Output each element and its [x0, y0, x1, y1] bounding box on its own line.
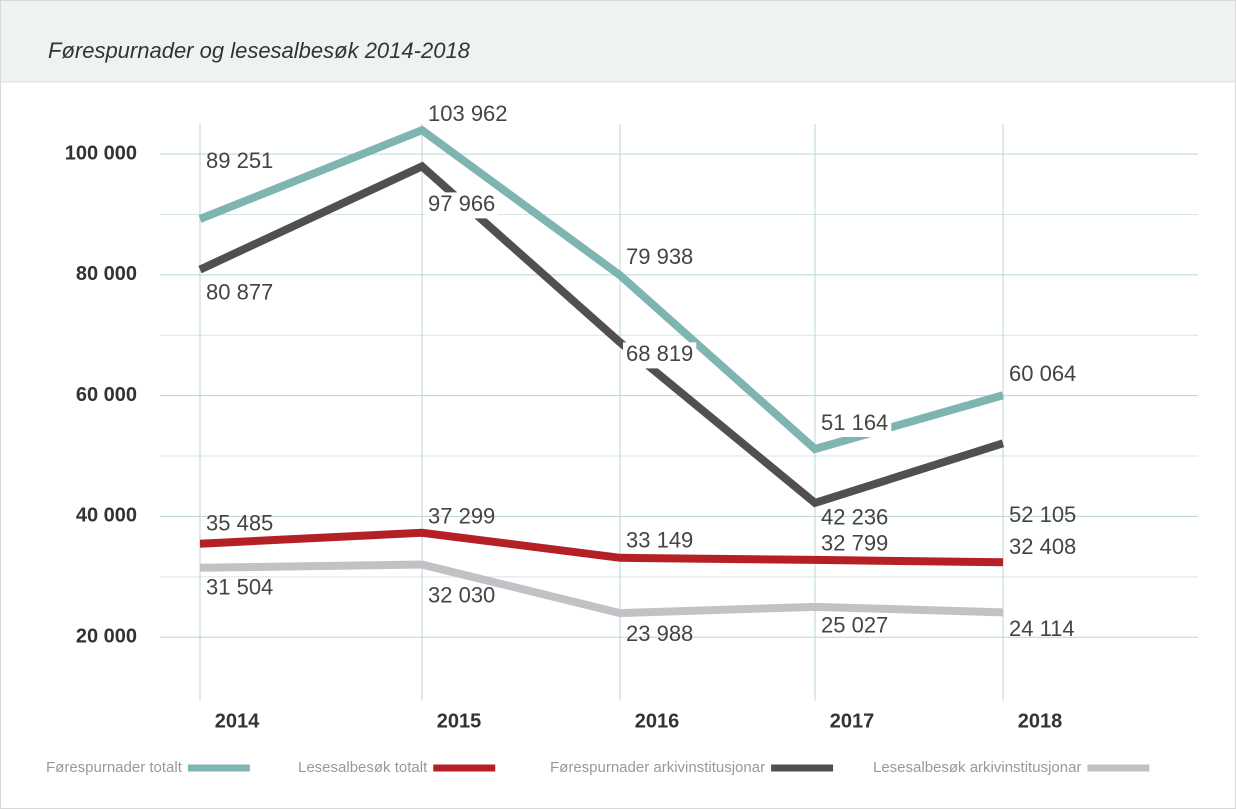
value-label: 68 819: [626, 341, 693, 366]
legend-label: Lesesalbesøk totalt: [298, 759, 428, 776]
y-tick-label: 20 000: [76, 625, 137, 647]
value-label: 25 027: [821, 613, 888, 638]
series-line: [199, 528, 1004, 567]
value-label: 31 504: [206, 575, 273, 600]
title-bar: [1, 1, 1235, 82]
value-label: 32 408: [1009, 534, 1076, 559]
value-label: 23 988: [626, 621, 693, 646]
label-bg: [425, 192, 499, 219]
value-label: 103 962: [428, 101, 508, 126]
y-tick-label: 60 000: [76, 384, 137, 406]
series-line: [199, 560, 1004, 618]
x-tick-label: 2018: [1018, 710, 1063, 732]
value-label: 24 114: [1009, 616, 1075, 641]
value-label: 97 966: [428, 191, 495, 216]
y-tick-label: 80 000: [76, 263, 137, 285]
value-label: 52 105: [1009, 502, 1076, 527]
legend-label: Lesesalbesøk arkivinstitusjonar: [873, 759, 1081, 776]
value-label: 60 064: [1009, 361, 1076, 386]
value-label: 89 251: [206, 148, 273, 173]
value-label: 42 236: [821, 505, 888, 530]
value-label: 32 799: [821, 531, 888, 556]
value-label: 35 485: [206, 511, 273, 536]
series-line: [198, 161, 1005, 508]
value-label: 51 164: [821, 410, 888, 435]
label-bg: [818, 411, 892, 438]
x-tick-label: 2017: [830, 710, 875, 732]
value-label: 33 149: [626, 528, 693, 553]
x-tick-label: 2015: [437, 710, 482, 732]
chart-title: Førespurnader og lesesalbesøk 2014-2018: [48, 38, 471, 63]
x-tick-label: 2014: [215, 710, 260, 732]
value-label: 79 938: [626, 244, 693, 269]
value-label: 80 877: [206, 279, 273, 304]
label-bg: [623, 342, 697, 369]
legend-label: Førespurnader arkivinstitusjonar: [550, 759, 765, 776]
value-label: 37 299: [428, 504, 495, 529]
value-label: 32 030: [428, 582, 495, 607]
x-tick-label: 2016: [635, 710, 680, 732]
legend-label: Førespurnader totalt: [46, 759, 183, 776]
y-tick-label: 100 000: [65, 142, 137, 164]
y-tick-label: 40 000: [76, 505, 137, 527]
